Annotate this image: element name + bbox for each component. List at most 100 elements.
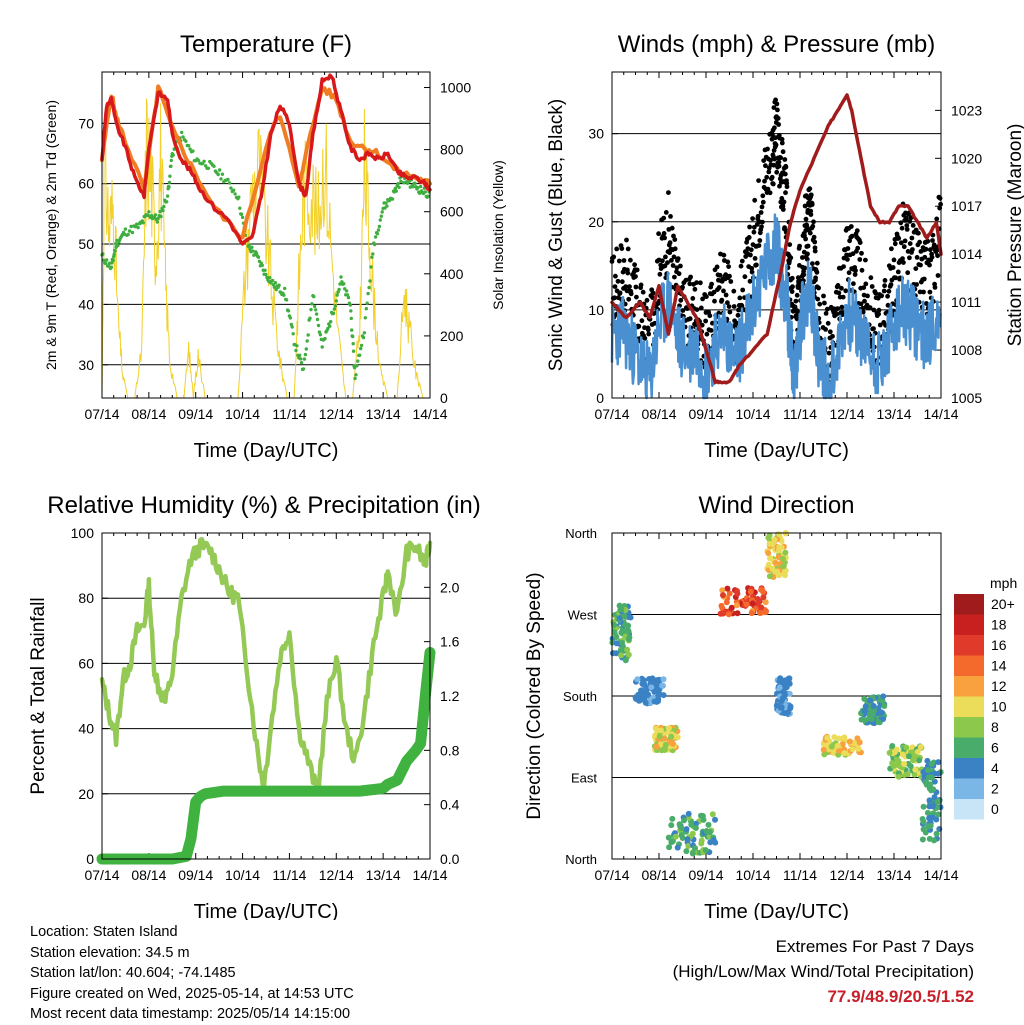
wind-direction-point <box>672 833 679 840</box>
gust-point <box>910 247 915 252</box>
gust-point <box>901 260 906 265</box>
gust-point <box>756 243 762 248</box>
x-tick-label: 10/14 <box>225 406 260 422</box>
dewpoint-point <box>129 224 133 229</box>
dewpoint-point <box>109 265 114 269</box>
y-tick-label: 30 <box>78 357 94 373</box>
gust-point <box>613 273 618 279</box>
gust-point <box>758 210 764 215</box>
x-tick-label: 13/14 <box>876 406 911 422</box>
wind-direction-point <box>919 836 926 843</box>
wind-direction-point <box>869 716 875 722</box>
gust-point <box>876 311 881 317</box>
gust-point <box>757 238 763 243</box>
gust-point <box>784 184 790 190</box>
wind-direction-point <box>886 749 893 756</box>
wind-direction-point <box>920 826 927 833</box>
x-axis-label-4: Time (Day/UTC) <box>704 901 849 920</box>
y2-tick-label: 1000 <box>440 80 471 96</box>
wind-direction-point <box>698 840 705 847</box>
gust-point <box>827 329 833 335</box>
dewpoint-point <box>359 346 363 351</box>
gust-point <box>621 258 627 263</box>
dewpoint-point <box>366 291 370 296</box>
dewpoint-point <box>111 258 115 262</box>
x-tick-label: 14/14 <box>923 406 958 422</box>
gust-point <box>905 270 911 276</box>
wind-direction-point <box>622 657 629 664</box>
dewpoint-point <box>227 181 232 185</box>
dewpoint-point <box>284 298 289 302</box>
x-tick-label: 11/14 <box>272 406 306 422</box>
gust-point <box>835 283 841 288</box>
dewpoint-point <box>309 307 313 312</box>
dewpoint-point <box>359 343 364 348</box>
gust-point <box>830 333 835 339</box>
gust-point <box>862 298 867 304</box>
dewpoint-point <box>220 172 225 176</box>
dewpoint-point <box>264 272 268 277</box>
x-tick-label: 07/14 <box>594 867 629 883</box>
colorbar-label: 12 <box>991 678 1007 694</box>
gust-point <box>755 213 761 219</box>
y2-tick-label: 0.8 <box>440 742 460 758</box>
gust-point <box>840 310 846 316</box>
gust-point <box>751 224 757 230</box>
x-tick-label: 09/14 <box>178 406 213 422</box>
colorbar-label: 8 <box>991 719 999 735</box>
wind-direction-point <box>618 652 624 659</box>
gust-point <box>777 183 782 189</box>
gust-point <box>865 293 870 299</box>
x-axis-label-2: Time (Day/UTC) <box>704 440 849 462</box>
gust-point <box>752 197 758 203</box>
wind-direction-point <box>931 837 937 844</box>
gust-point <box>619 246 625 252</box>
x-axis-label-1: Time (Day/UTC) <box>194 440 339 462</box>
gust-point <box>877 322 883 328</box>
wind-direction-point <box>665 834 672 841</box>
y-axis-label-2: Sonic Wind & Gust (Blue, Black) <box>546 99 567 371</box>
x-tick-label: 11/14 <box>783 406 817 422</box>
gust-point <box>731 288 737 294</box>
wind-direction-point <box>747 588 754 595</box>
x-tick-label: 12/14 <box>319 406 354 422</box>
x-tick-label: 07/14 <box>84 867 119 883</box>
gust-point <box>703 318 708 324</box>
gust-point <box>628 257 633 263</box>
gust-point <box>889 246 894 252</box>
gust-point <box>764 174 770 180</box>
y-tick-label: West <box>568 608 598 623</box>
wind-direction-point <box>611 621 618 628</box>
gust-point <box>662 235 667 241</box>
gust-point <box>888 282 894 287</box>
colorbar-swatch <box>954 799 984 820</box>
colorbar-label: 14 <box>991 658 1007 674</box>
dewpoint-point <box>165 200 169 204</box>
gust-point <box>750 216 755 222</box>
x-tick-label: 09/14 <box>688 867 723 883</box>
wind-direction-point <box>912 766 919 773</box>
wind-direction-point <box>777 704 784 711</box>
wind-direction-point <box>929 803 936 810</box>
gust-point <box>885 302 891 308</box>
dewpoint-point <box>393 186 397 191</box>
dewpoint-point <box>351 334 355 339</box>
y-axis-label-3: Percent & Total Rainfall <box>28 597 49 794</box>
gust-point <box>809 202 815 208</box>
dewpoint-point <box>335 293 339 297</box>
gust-point <box>687 281 693 287</box>
dewpoint-point <box>102 258 106 262</box>
dewpoint-point <box>379 214 383 218</box>
gust-point <box>923 246 929 252</box>
y-tick-label: 70 <box>78 115 94 131</box>
wind-direction-point <box>674 734 681 741</box>
gust-point <box>807 186 813 192</box>
y2-tick-label: 600 <box>440 204 464 220</box>
gust-point <box>800 255 805 260</box>
wind-direction-point <box>780 563 787 570</box>
wind-direction-point <box>693 820 699 827</box>
dewpoint-point <box>290 325 294 329</box>
wind-direction-point <box>709 811 716 818</box>
gust-point <box>802 265 808 271</box>
wind-direction-point <box>625 622 632 629</box>
